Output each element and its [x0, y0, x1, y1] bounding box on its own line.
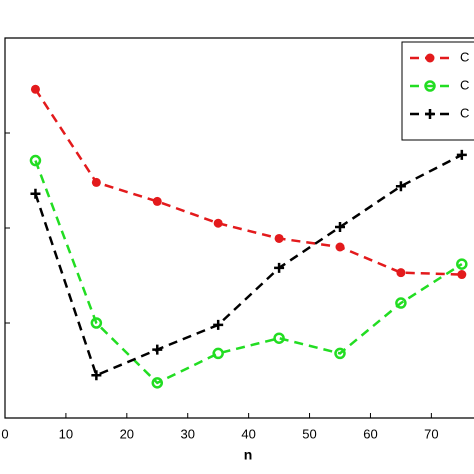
point — [457, 270, 467, 280]
x-tick-label: 50 — [302, 426, 316, 441]
point — [29, 154, 42, 167]
point — [30, 84, 40, 94]
legend-marker — [425, 53, 435, 63]
point — [30, 188, 41, 199]
point — [396, 268, 406, 278]
point — [274, 233, 284, 243]
legend-label: C — [460, 105, 469, 120]
x-tick-label: 20 — [120, 426, 134, 441]
point — [213, 218, 223, 228]
x-tick-label: 0 — [1, 426, 8, 441]
point — [456, 149, 467, 160]
point — [152, 196, 162, 206]
legend-marker — [425, 109, 435, 119]
point — [151, 377, 164, 389]
point — [456, 258, 468, 270]
x-tick-label: 10 — [59, 426, 73, 441]
point — [335, 222, 345, 233]
point — [274, 262, 285, 273]
point — [273, 332, 285, 344]
x-axis-label: n — [244, 447, 253, 463]
legend-label: C — [460, 77, 469, 92]
point — [395, 297, 407, 309]
point — [212, 347, 224, 360]
legend-marker — [424, 80, 436, 92]
point — [335, 242, 345, 252]
series-line — [34, 160, 463, 385]
point — [334, 347, 346, 360]
point — [152, 344, 163, 355]
x-tick-label: 60 — [363, 426, 377, 441]
x-tick-label: 40 — [241, 426, 255, 441]
point — [90, 317, 103, 329]
point — [91, 370, 102, 381]
x-tick-label: 70 — [424, 426, 438, 441]
legend: CCC — [401, 41, 474, 141]
x-tick-label: 30 — [180, 426, 194, 441]
legend-label: C — [460, 49, 469, 64]
point — [91, 177, 101, 187]
series-line — [34, 153, 463, 377]
series-line — [34, 88, 462, 276]
point — [395, 181, 406, 192]
point — [213, 319, 224, 330]
